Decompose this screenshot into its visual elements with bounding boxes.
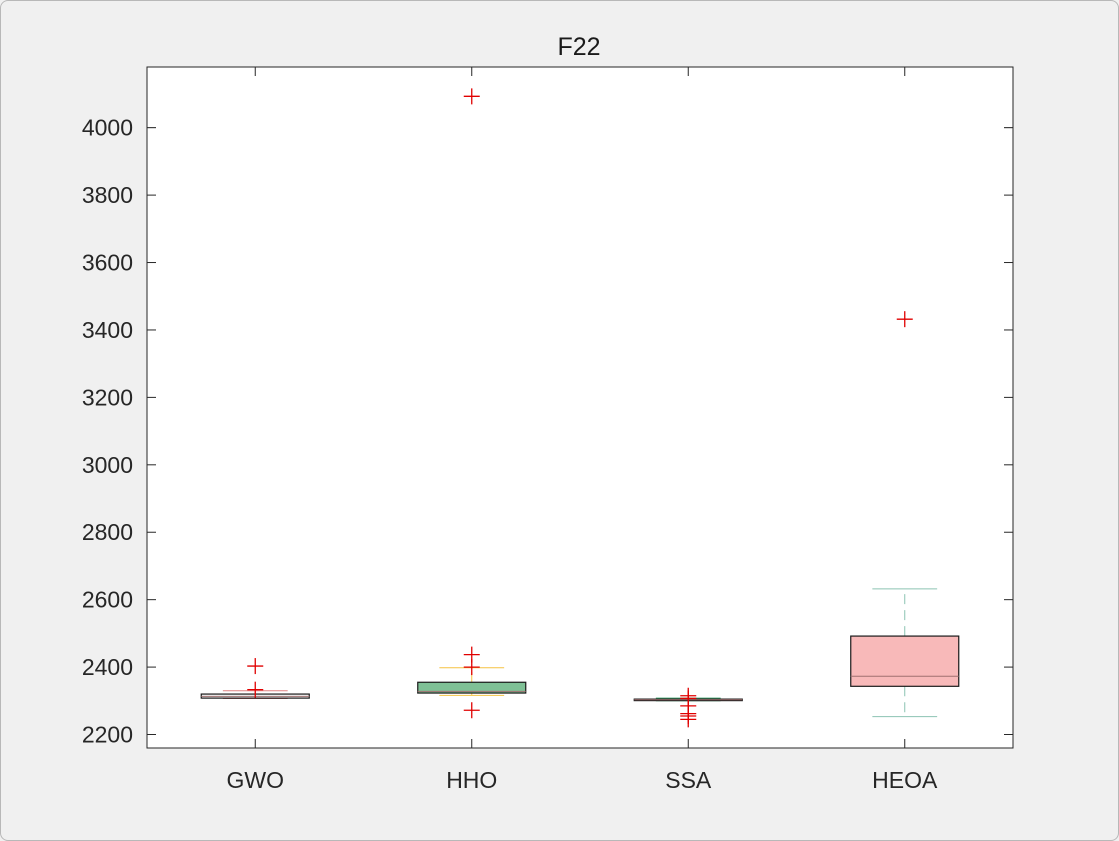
y-axis: 2200 2400 2600 2800 3000 3200 3400 3600 3800 4000 xyxy=(82,115,1013,748)
box-ssa xyxy=(633,687,743,728)
outlier-marker xyxy=(463,88,480,105)
x-axis: GWO HHO SSA HEOA xyxy=(227,67,938,793)
outlier-marker xyxy=(896,311,913,328)
boxes-layer xyxy=(200,88,960,728)
box-iqr xyxy=(850,635,960,687)
y-tick-label: 4000 xyxy=(82,115,133,141)
x-tick-label: SSA xyxy=(665,767,712,793)
outlier-marker xyxy=(463,702,480,719)
box-iqr xyxy=(417,681,527,694)
chart-title: F22 xyxy=(557,33,600,61)
y-tick-label: 2600 xyxy=(82,587,133,613)
y-tick-label: 3200 xyxy=(82,384,133,410)
box-hho xyxy=(417,88,527,719)
plot-area xyxy=(146,66,1014,749)
outlier-marker xyxy=(463,659,480,676)
box-heoa xyxy=(850,311,960,718)
y-tick-label: 3800 xyxy=(82,182,133,208)
outlier-marker xyxy=(247,681,264,698)
y-tick-label: 2200 xyxy=(82,722,133,748)
y-tick-label: 2400 xyxy=(82,654,133,680)
x-tick-label: HEOA xyxy=(872,767,938,793)
box-gwo xyxy=(200,658,310,699)
y-tick-label: 3000 xyxy=(82,452,133,478)
y-tick-label: 3600 xyxy=(82,250,133,276)
y-tick-label: 3400 xyxy=(82,317,133,343)
y-tick-label: 2800 xyxy=(82,519,133,545)
x-tick-label: HHO xyxy=(446,767,497,793)
x-tick-label: GWO xyxy=(227,767,285,793)
outlier-marker xyxy=(680,711,697,728)
outlier-marker xyxy=(247,658,264,675)
